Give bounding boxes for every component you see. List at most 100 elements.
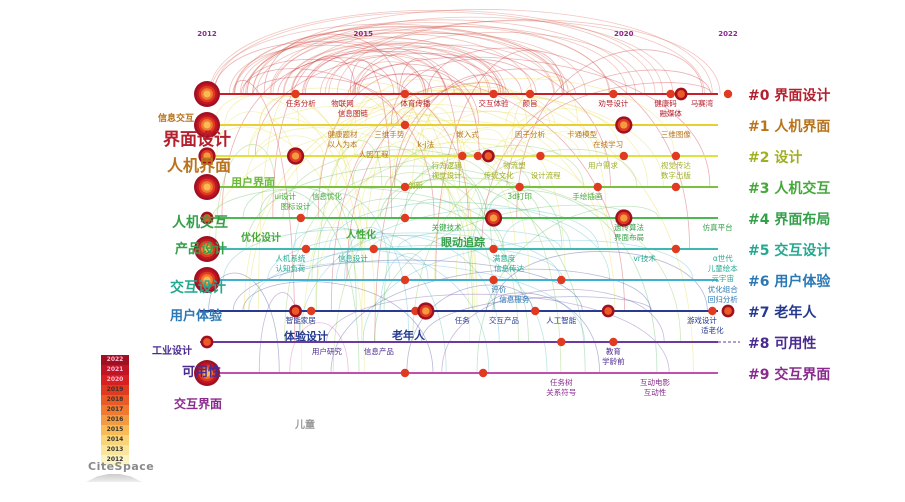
cluster-id: #1 xyxy=(748,119,775,135)
node-ring xyxy=(708,306,717,316)
keyword-node xyxy=(307,306,316,316)
keyword-node xyxy=(609,337,618,347)
node-keyword-label: 仿真平台 xyxy=(703,222,733,232)
cluster-name: 设计 xyxy=(774,150,803,166)
citation-link xyxy=(330,85,463,312)
node-ring xyxy=(609,89,618,99)
citation-link xyxy=(316,140,383,312)
citation-link xyxy=(245,135,324,188)
citation-link xyxy=(481,69,711,250)
cluster-label: #7 老年人 xyxy=(748,302,816,322)
citation-link xyxy=(412,148,638,343)
legend-year-swatch: 2020 xyxy=(101,375,129,385)
cluster-keyword-label: 工业设计 xyxy=(152,346,192,357)
citation-link xyxy=(493,138,566,281)
cluster-label: #1 人机界面 xyxy=(748,116,830,136)
keyword-node xyxy=(609,89,618,99)
citation-link xyxy=(364,88,649,188)
node-keyword-label: 传统文化 xyxy=(484,170,514,180)
node-keyword-label: 回归分析 xyxy=(708,294,738,304)
node-keyword-label: 因子分析 xyxy=(515,129,545,139)
node-keyword-label: 信息图链 xyxy=(338,108,368,118)
node-ring xyxy=(203,121,211,129)
node-ring xyxy=(515,182,524,192)
cluster-name: 界面布局 xyxy=(774,212,831,228)
year-tick-label: 2020 xyxy=(614,30,634,38)
citation-link xyxy=(399,58,460,188)
node-keyword-label: 儿童绘本 xyxy=(708,263,738,273)
citation-link xyxy=(213,11,656,95)
node-ring xyxy=(531,306,540,316)
citation-link xyxy=(258,87,388,126)
cluster-label: #8 可用性 xyxy=(748,333,816,353)
citation-link xyxy=(400,91,694,374)
node-keyword-label: 认知负荷 xyxy=(275,263,305,273)
keyword-node xyxy=(400,368,410,378)
cluster-keyword-label: 人机交互 xyxy=(172,215,228,231)
citation-link xyxy=(406,284,533,374)
citation-link xyxy=(223,229,412,281)
keyword-node xyxy=(400,120,410,130)
cluster-keyword-label: 用户界面 xyxy=(231,176,275,189)
citation-link xyxy=(336,19,721,95)
keyword-node xyxy=(194,236,220,262)
node-keyword-label: 游戏设计 xyxy=(687,315,717,325)
citation-link xyxy=(248,245,564,312)
citation-link xyxy=(349,59,392,219)
citation-link xyxy=(314,125,581,312)
cluster-label: #0 界面设计 xyxy=(748,85,830,105)
citation-link xyxy=(298,207,599,343)
keyword-node xyxy=(473,151,483,161)
citation-link xyxy=(346,82,509,281)
cluster-id: #2 xyxy=(748,150,775,166)
citation-link xyxy=(233,26,569,95)
citation-link xyxy=(427,106,473,281)
keyword-node xyxy=(723,89,733,99)
keyword-node xyxy=(301,244,311,254)
keyword-node xyxy=(478,368,488,378)
keyword-node xyxy=(557,337,566,347)
node-ring xyxy=(203,152,211,160)
citation-link xyxy=(208,9,664,95)
node-keyword-label: 优化组合 xyxy=(708,284,738,294)
citespace-logo-graphic xyxy=(86,474,142,482)
node-keyword-label: 智能家居 xyxy=(286,315,316,325)
node-ring xyxy=(666,89,675,99)
citation-link xyxy=(300,114,466,374)
citation-link xyxy=(391,133,434,188)
node-keyword-label: 信息传达 xyxy=(494,263,524,273)
citation-link xyxy=(224,92,348,188)
node-keyword-label: 信息服务 xyxy=(499,294,529,304)
keyword-node xyxy=(400,275,410,285)
citation-link xyxy=(270,31,563,95)
citation-link xyxy=(326,293,670,374)
cluster-name: 界面设计 xyxy=(774,88,831,104)
citation-link xyxy=(252,9,713,95)
node-ring xyxy=(203,183,211,191)
node-keyword-label: 数字出版 xyxy=(661,170,691,180)
node-ring xyxy=(609,337,618,347)
cluster-keyword-label: 老年人 xyxy=(392,329,425,342)
citation-link xyxy=(311,153,531,281)
citation-link xyxy=(246,29,555,95)
cluster-id: #5 xyxy=(748,243,775,259)
node-ring xyxy=(557,337,566,347)
cluster-name: 人机界面 xyxy=(774,119,831,135)
citation-link xyxy=(400,69,480,157)
citation-link xyxy=(330,268,652,374)
keyword-node xyxy=(291,89,300,99)
node-keyword-label: 信息产品 xyxy=(364,346,394,356)
citation-link xyxy=(308,249,490,374)
citation-link xyxy=(232,259,583,312)
citation-link xyxy=(240,68,435,219)
node-keyword-label: 人因工程 xyxy=(359,150,389,159)
node-ring xyxy=(671,182,681,192)
keyword-node xyxy=(615,116,633,134)
node-keyword-label: 三维手势 xyxy=(374,129,404,139)
citation-link xyxy=(379,179,586,374)
citation-link xyxy=(242,58,469,219)
node-keyword-label: 3d打印 xyxy=(507,191,532,201)
cluster-keyword-label: 用户体验 xyxy=(170,309,223,324)
legend-year-swatch: 2018 xyxy=(101,395,129,405)
